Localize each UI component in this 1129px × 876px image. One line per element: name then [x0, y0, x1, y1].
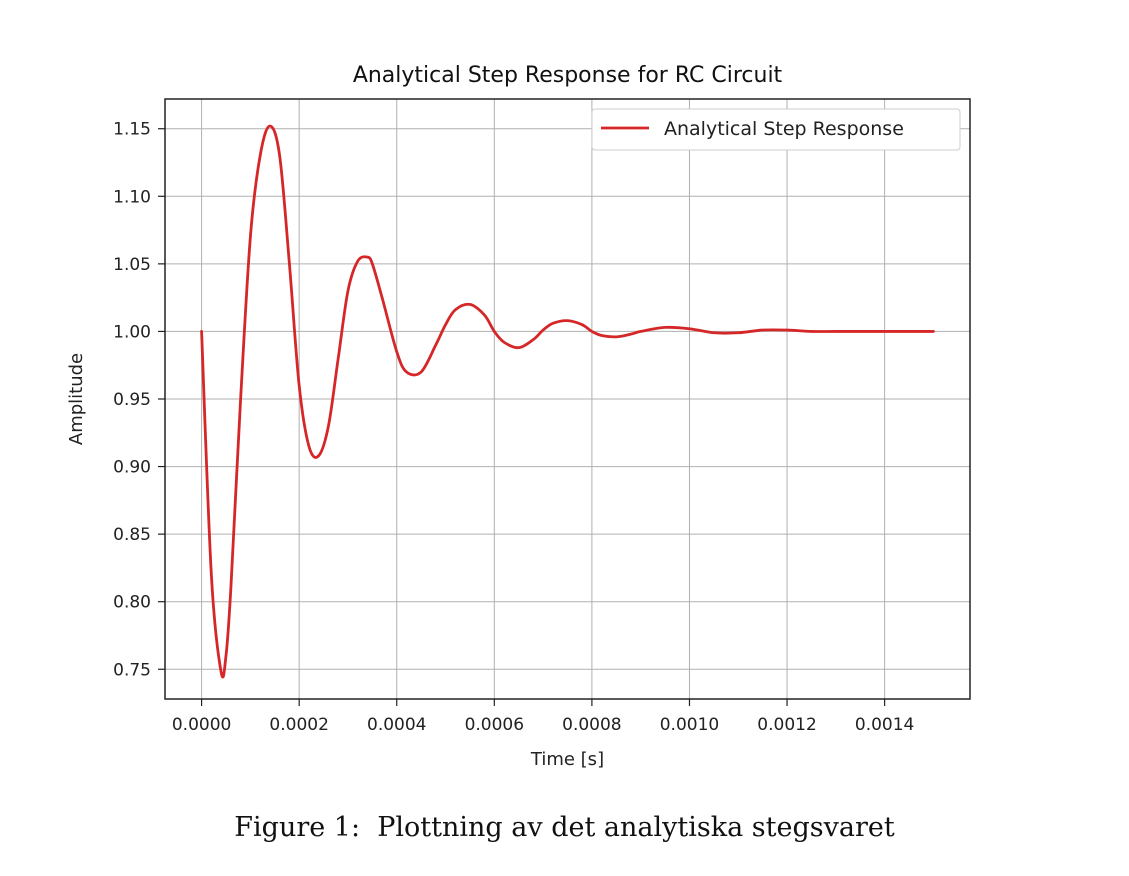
x-tick-label: 0.0010 — [660, 715, 719, 735]
y-tick-label: 0.75 — [113, 660, 151, 680]
y-axis-label: Amplitude — [66, 353, 87, 445]
y-axis-ticks: 0.75 0.80 0.85 0.90 0.95 1.00 1.05 1.10 1.15 — [113, 120, 165, 680]
x-axis-label: Time [s] — [530, 749, 604, 770]
x-tick-label: 0.0006 — [465, 715, 524, 735]
y-tick-label: 0.80 — [113, 593, 151, 613]
y-tick-label: 0.85 — [113, 525, 151, 545]
chart-title: Analytical Step Response for RC Circuit — [353, 63, 783, 88]
x-tick-label: 0.0014 — [855, 715, 914, 735]
y-tick-label: 1.05 — [113, 255, 151, 275]
legend: Analytical Step Response — [591, 108, 961, 151]
x-tick-label: 0.0000 — [172, 715, 231, 735]
y-tick-label: 1.00 — [113, 322, 151, 342]
x-axis-ticks: 0.0000 0.0002 0.0004 0.0006 0.0008 0.0010 0.00… — [172, 699, 914, 735]
legend-label: Analytical Step Response — [664, 118, 904, 140]
x-tick-label: 0.0002 — [269, 715, 328, 735]
step-response-chart: 0.0000 0.0002 0.0004 0.0006 0.0008 0.0010 0.00… — [66, 63, 971, 770]
figure-caption: Figure 1: Plottning av det analytiska st… — [234, 812, 895, 843]
y-tick-label: 1.10 — [113, 187, 151, 207]
x-tick-label: 0.0012 — [757, 715, 816, 735]
legend-box — [591, 108, 961, 151]
x-tick-label: 0.0004 — [367, 715, 426, 735]
y-tick-label: 1.15 — [113, 120, 151, 140]
y-tick-label: 0.95 — [113, 390, 151, 410]
series-line-analytical-step-response — [200, 124, 935, 679]
x-tick-label: 0.0008 — [562, 715, 621, 735]
y-tick-label: 0.90 — [113, 458, 151, 478]
